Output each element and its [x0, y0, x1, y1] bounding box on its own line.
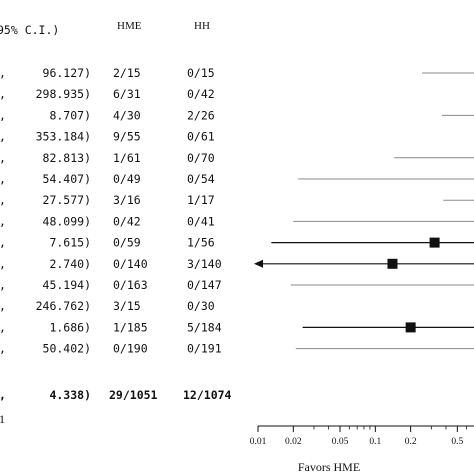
- point-estimate-square: [429, 237, 440, 248]
- hme-events: 0/163: [113, 278, 148, 292]
- tick-label: 0.02: [285, 437, 302, 447]
- hme-events: 9/55: [113, 130, 141, 144]
- tick-label: 0.05: [332, 437, 349, 447]
- row-comma: ,: [0, 257, 6, 271]
- row-comma: ,: [0, 214, 6, 228]
- study-row-8: , 48.099) 0/42 0/41: [0, 214, 474, 228]
- total-hme-events: 29/1051: [109, 388, 158, 402]
- ci-upper: 2.740): [49, 257, 91, 271]
- hme-events: 1/185: [113, 320, 148, 334]
- study-row-1: , 96.127) 2/15 0/15: [0, 66, 474, 80]
- point-estimate-square: [405, 322, 416, 333]
- x-axis: 0.01 0.02 0.05 0.1 0.2 0.5: [250, 425, 474, 447]
- study-row-4: , 353.184) 9/55 0/61: [0, 130, 215, 144]
- hh-events: 0/30: [187, 299, 215, 313]
- hh-events: 0/42: [187, 87, 215, 101]
- study-row-7: , 27.577) 3/16 1/17: [0, 193, 474, 207]
- hh-events: 0/191: [187, 342, 222, 356]
- ci-upper: 1.686): [49, 320, 91, 334]
- ci-upper: 50.402): [43, 342, 91, 356]
- row-comma: ,: [0, 151, 6, 165]
- total-row: , 4.338) 29/1051 12/1074: [0, 388, 232, 402]
- hme-events: 0/190: [113, 342, 148, 356]
- row-comma: ,: [0, 108, 6, 122]
- ci-upper: 27.577): [43, 193, 91, 207]
- ci-upper: 353.184): [36, 130, 91, 144]
- study-row-14: , 50.402) 0/190 0/191: [0, 342, 474, 356]
- point-estimate-square: [387, 258, 398, 269]
- hh-column-header: HH: [194, 20, 210, 32]
- tick-label: 0.1: [369, 437, 381, 447]
- hme-events: 0/42: [113, 214, 141, 228]
- hme-events: 0/140: [113, 257, 148, 271]
- hme-column-header: HME: [117, 20, 142, 32]
- footer-fragment: 1: [0, 412, 5, 426]
- ci-column-header: 95% C.I.): [0, 23, 59, 37]
- row-comma: ,: [0, 66, 6, 80]
- ci-upper: 48.099): [43, 214, 91, 228]
- total-ci-upper: 4.338): [49, 388, 91, 402]
- tick-label: 0.01: [250, 437, 267, 447]
- row-comma: ,: [0, 193, 6, 207]
- hme-events: 1/61: [113, 151, 141, 165]
- row-comma: ,: [0, 299, 6, 313]
- study-row-9: , 7.615) 0/59 1/56: [0, 236, 474, 250]
- total-comma: ,: [0, 388, 6, 402]
- hh-events: 0/41: [187, 214, 215, 228]
- hme-events: 2/15: [113, 66, 141, 80]
- row-comma: ,: [0, 278, 6, 292]
- ci-upper: 298.935): [36, 87, 91, 101]
- ci-upper: 45.194): [43, 278, 91, 292]
- row-comma: ,: [0, 130, 6, 144]
- ci-upper: 7.615): [49, 236, 91, 250]
- study-row-10: , 2.740) 0/140 3/140: [0, 257, 474, 271]
- study-row-3: , 8.707) 4/30 2/26: [0, 108, 474, 122]
- hme-events: 3/15: [113, 299, 141, 313]
- study-row-6: , 54.407) 0/49 0/54: [0, 172, 474, 186]
- study-row-2: , 298.935) 6/31 0/42: [0, 87, 215, 101]
- hh-events: 0/61: [187, 130, 215, 144]
- row-comma: ,: [0, 342, 6, 356]
- ci-upper: 8.707): [49, 108, 91, 122]
- ci-upper: 82.813): [43, 151, 91, 165]
- tick-label: 0.5: [451, 437, 463, 447]
- x-axis-label: Favors HME: [298, 460, 360, 474]
- hh-events: 0/54: [187, 172, 215, 186]
- hme-events: 0/59: [113, 236, 141, 250]
- study-rows: , 96.127) 2/15 0/15, 298.935) 6/31 0/42, 8.707)…: [0, 66, 474, 356]
- row-comma: ,: [0, 320, 6, 334]
- hh-events: 2/26: [187, 108, 215, 122]
- hme-events: 4/30: [113, 108, 141, 122]
- hh-events: 0/15: [187, 66, 215, 80]
- ci-upper: 96.127): [43, 66, 91, 80]
- hme-events: 3/16: [113, 193, 141, 207]
- row-comma: ,: [0, 172, 6, 186]
- study-row-12: , 246.762) 3/15 0/30: [0, 299, 215, 313]
- ci-arrow: [254, 259, 263, 268]
- hh-events: 0/70: [187, 151, 215, 165]
- ci-upper: 246.762): [36, 299, 91, 313]
- tick-label: 0.2: [405, 437, 417, 447]
- ci-upper: 54.407): [43, 172, 91, 186]
- study-row-11: , 45.194) 0/163 0/147: [0, 278, 474, 292]
- hh-events: 1/56: [187, 236, 215, 250]
- hme-events: 0/49: [113, 172, 141, 186]
- study-row-13: , 1.686) 1/185 5/184: [0, 320, 474, 334]
- row-comma: ,: [0, 87, 6, 101]
- hh-events: 3/140: [187, 257, 222, 271]
- hme-events: 6/31: [113, 87, 141, 101]
- hh-events: 5/184: [187, 320, 222, 334]
- total-hh-events: 12/1074: [183, 388, 232, 402]
- row-comma: ,: [0, 236, 6, 250]
- hh-events: 1/17: [187, 193, 215, 207]
- study-row-5: , 82.813) 1/61 0/70: [0, 151, 474, 165]
- hh-events: 0/147: [187, 278, 222, 292]
